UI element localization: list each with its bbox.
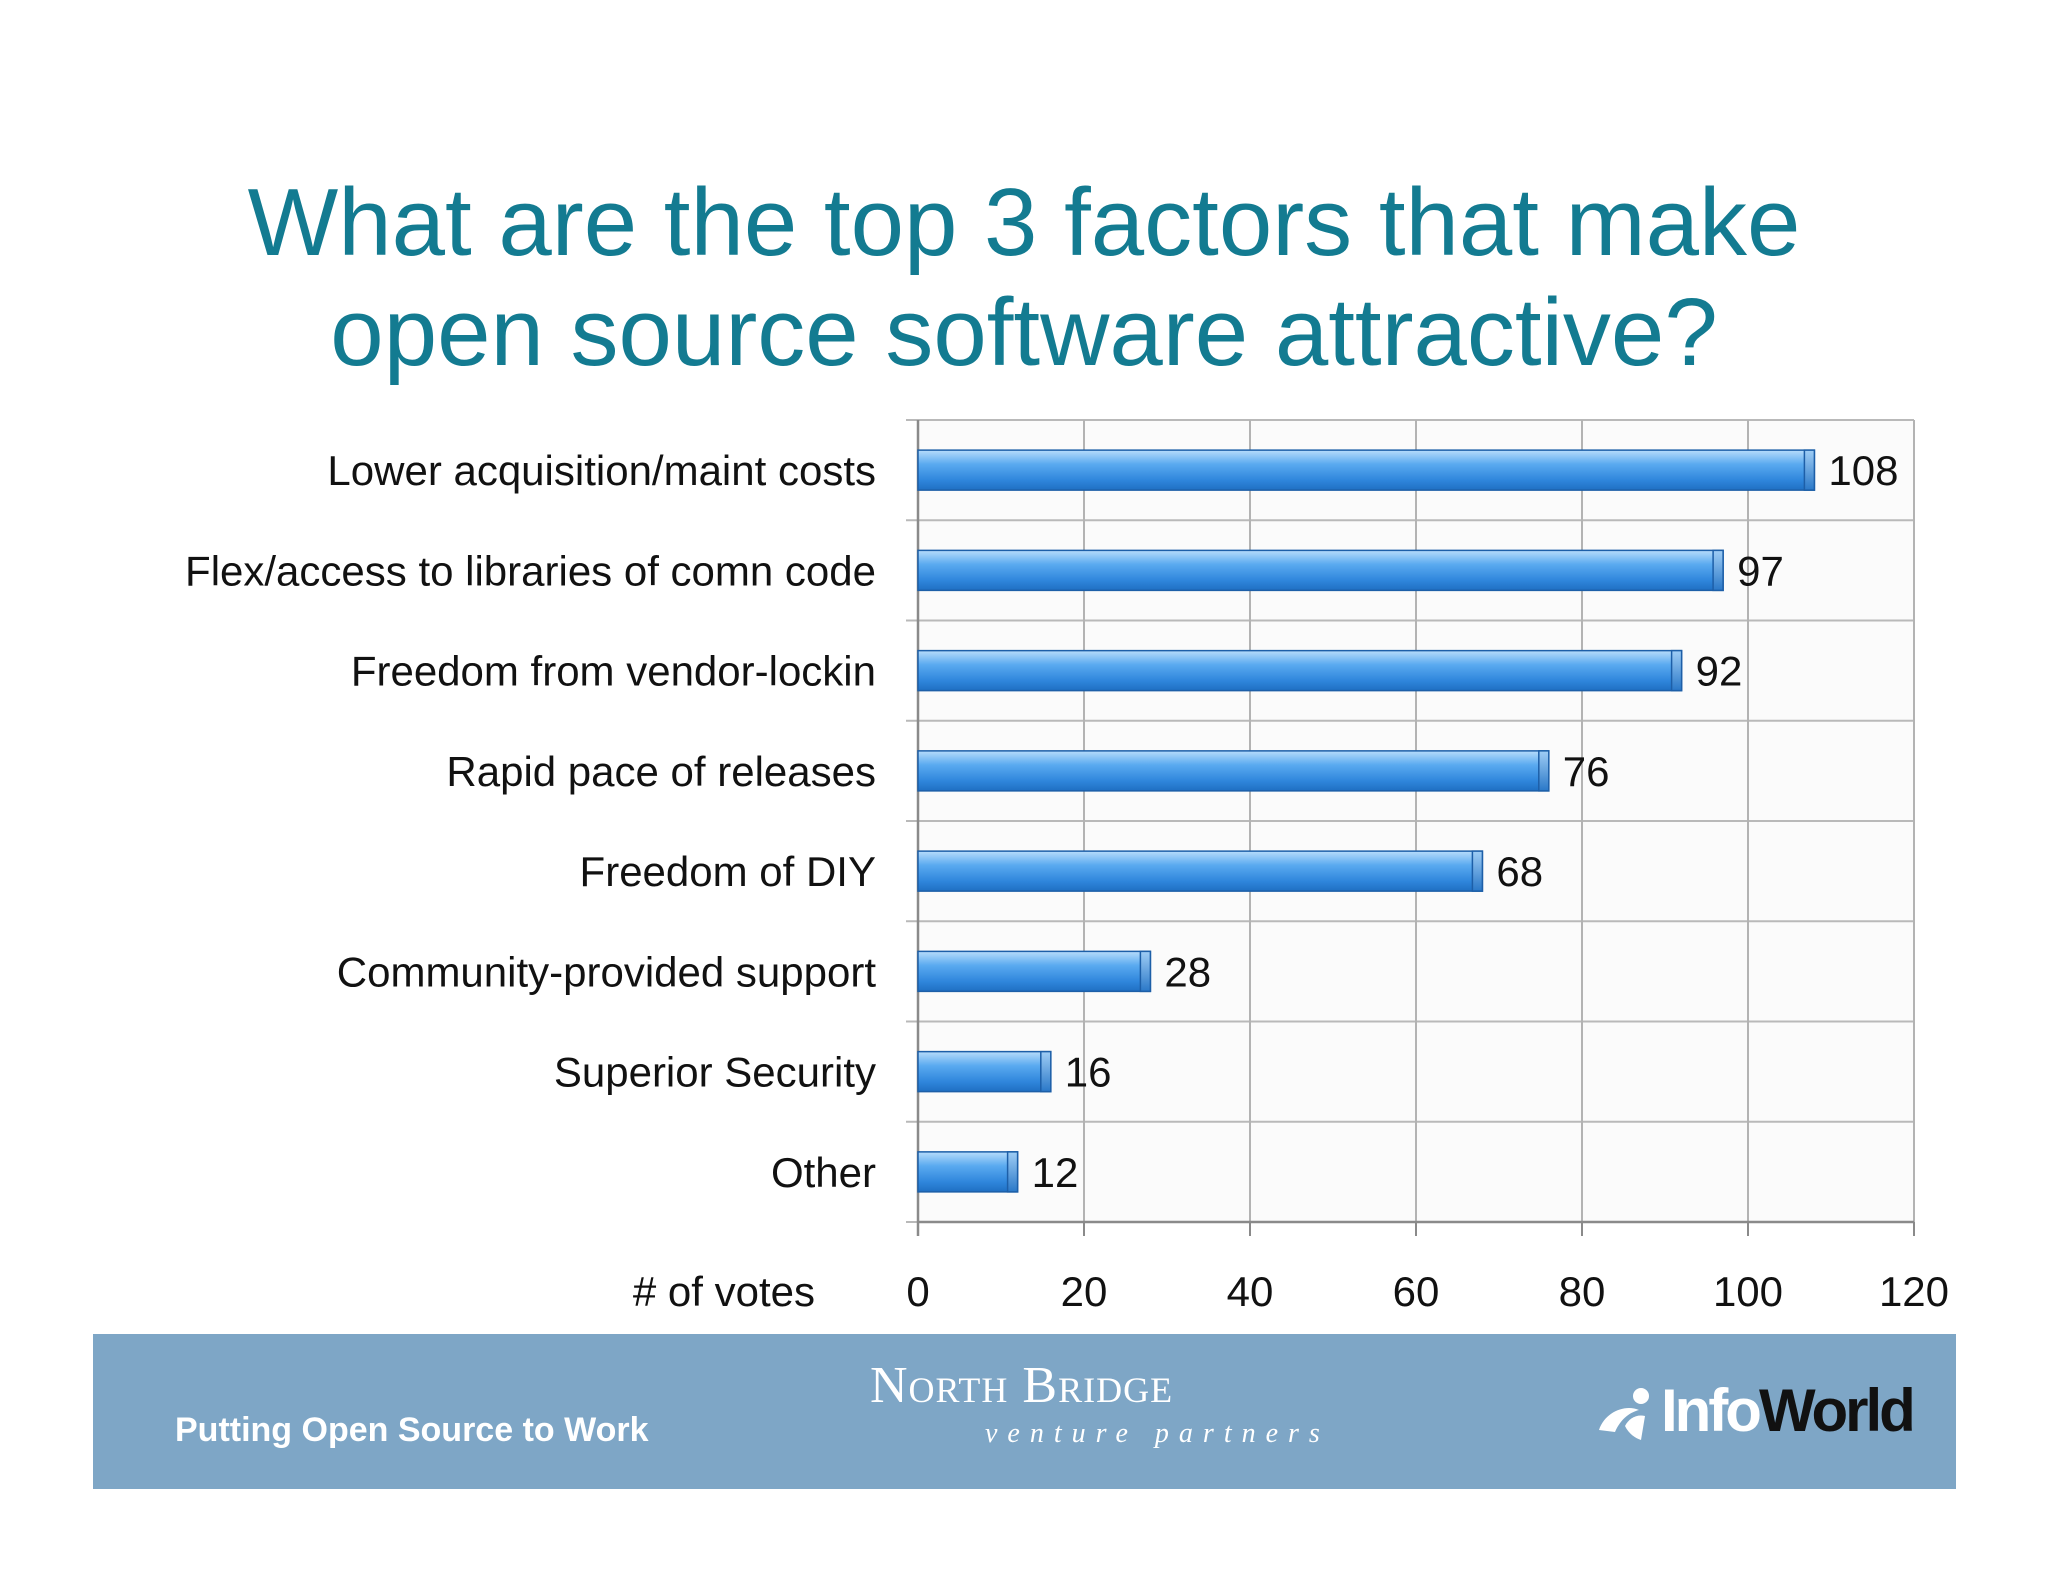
category-label: Freedom of DIY [580, 848, 876, 895]
x-tick-label: 120 [1879, 1268, 1949, 1315]
slide-title: What are the top 3 factors that make ope… [0, 168, 2048, 388]
bar-end-cap [1670, 649, 1683, 692]
bar [917, 1151, 1019, 1193]
x-tick-label: 60 [1393, 1268, 1440, 1315]
infoworld-swoosh-icon [1599, 1388, 1649, 1440]
bar-end-cap [1139, 950, 1152, 993]
bar [917, 649, 1683, 692]
bar-chart: 0 20 40 60 80 100 120 # of votes Lower acquisiti… [185, 419, 1949, 1315]
value-label: 28 [1164, 948, 1211, 995]
infoworld-wordmark-info: Info [1661, 1377, 1762, 1444]
category-label: Lower acquisition/maint costs [327, 447, 876, 494]
label-layer: 0 20 40 60 80 100 120 # of votes Lower acquisiti… [185, 447, 1949, 1315]
category-label: Other [771, 1149, 876, 1196]
x-tick-label: 80 [1559, 1268, 1606, 1315]
value-label: 16 [1065, 1049, 1112, 1096]
value-label: 97 [1737, 547, 1784, 594]
bar [917, 549, 1724, 592]
bar-end-cap [1040, 1050, 1052, 1093]
infoworld-wordmark: InfoWorld [1661, 1376, 1916, 1445]
value-label: 76 [1563, 748, 1610, 795]
north-bridge-subtitle: venture partners [985, 1418, 1330, 1449]
x-axis-label: # of votes [633, 1268, 815, 1315]
bar-end-cap [1538, 750, 1550, 792]
x-tick-label: 100 [1713, 1268, 1783, 1315]
bar [917, 950, 1152, 993]
category-label: Community-provided support [337, 948, 877, 995]
title-line-2: open source software attractive? [330, 279, 1718, 386]
infoworld-logo: InfoWorld [1595, 1377, 1916, 1450]
category-label: Freedom from vendor-lockin [351, 648, 876, 695]
title-line-1: What are the top 3 factors that make [247, 169, 1801, 276]
north-bridge-name: North Bridge [870, 1357, 1174, 1414]
bar [917, 850, 1484, 892]
bar [917, 449, 1816, 491]
bar-end-cap [1471, 850, 1484, 892]
category-label: Flex/access to libraries of comn code [185, 547, 876, 594]
bar [917, 1050, 1052, 1093]
bar-layer [917, 449, 1816, 1193]
x-tick-label: 20 [1061, 1268, 1108, 1315]
footer-tagline: Putting Open Source to Work [175, 1411, 649, 1449]
footer-band [93, 1334, 1956, 1489]
value-label: 108 [1828, 447, 1898, 494]
bar-end-cap [1006, 1151, 1019, 1193]
value-label: 92 [1696, 648, 1743, 695]
north-bridge-logo: North Bridge venture partners [870, 1356, 1350, 1466]
infoworld-wordmark-world: World [1758, 1377, 1916, 1444]
bar-end-cap [1712, 549, 1724, 592]
category-label: Superior Security [554, 1049, 876, 1096]
x-tick-label: 40 [1227, 1268, 1274, 1315]
bar [917, 750, 1550, 792]
value-label: 68 [1496, 848, 1543, 895]
x-tick-label: 0 [906, 1268, 929, 1315]
grid-layer [906, 419, 1915, 1236]
value-label: 12 [1032, 1149, 1079, 1196]
category-label: Rapid pace of releases [446, 748, 876, 795]
bar-end-cap [1803, 449, 1816, 491]
